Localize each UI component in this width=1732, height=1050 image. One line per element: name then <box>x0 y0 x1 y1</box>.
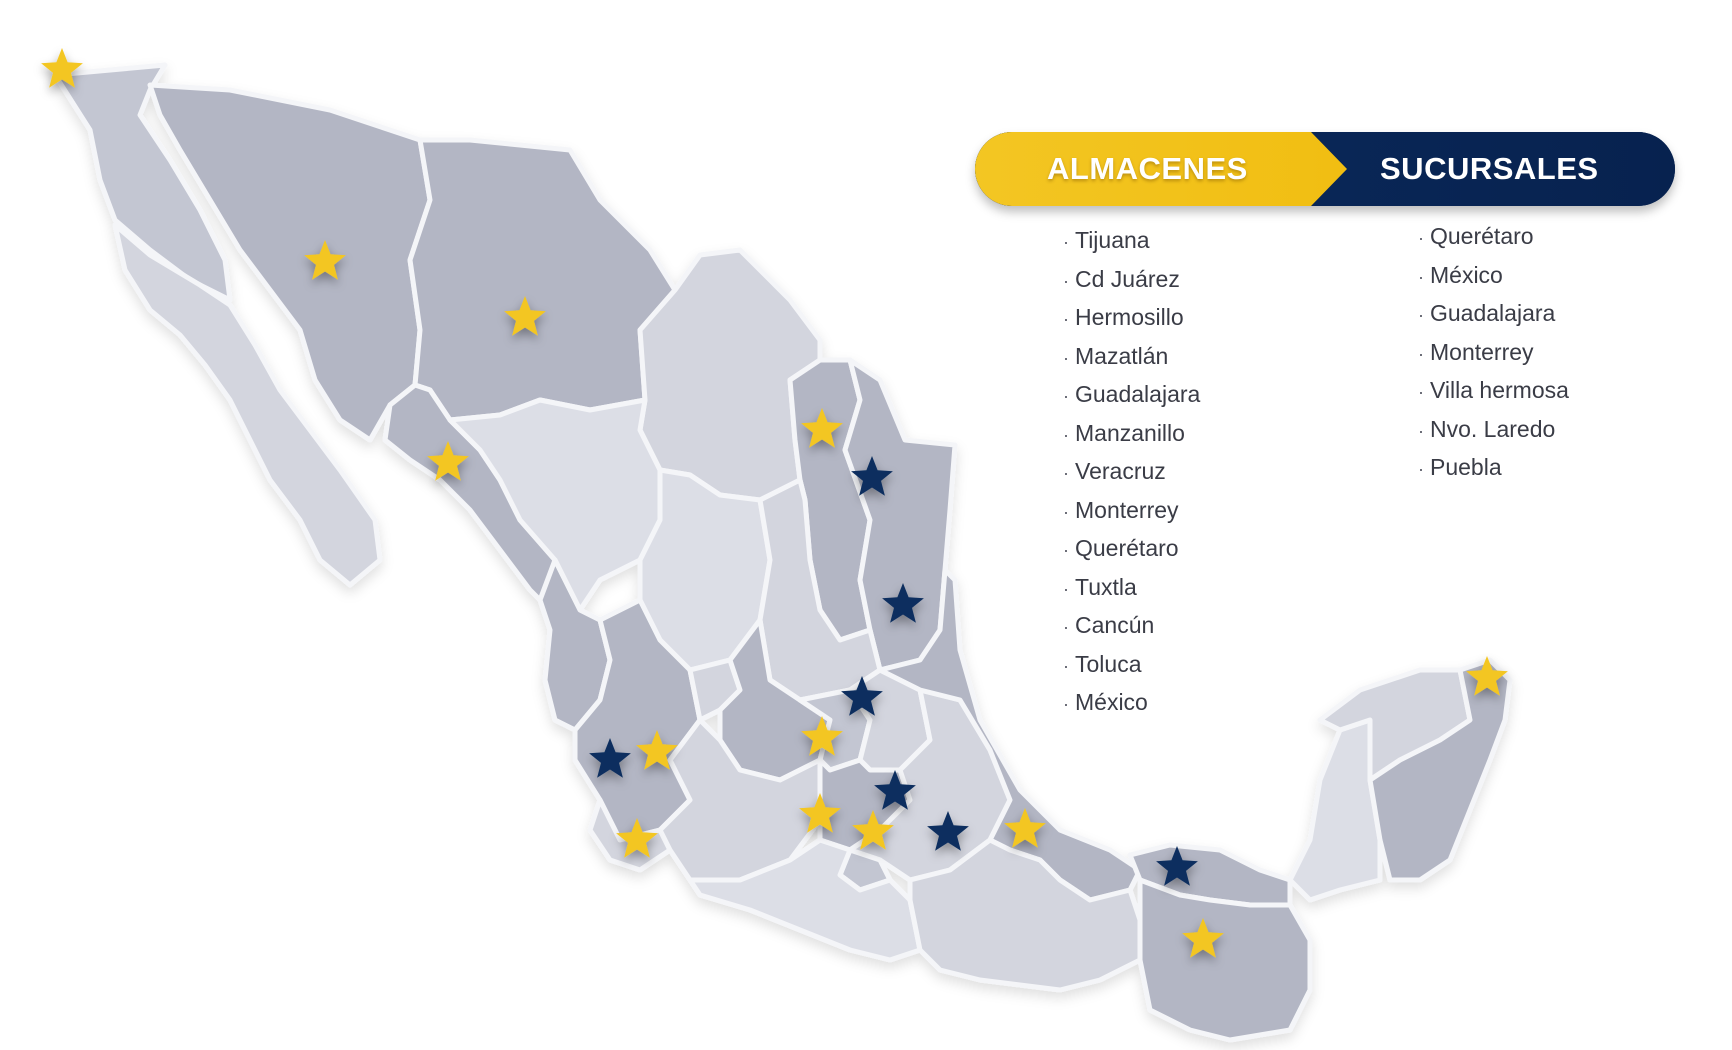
bullet-dot-icon: · <box>1063 463 1069 483</box>
bullet-dot-icon: · <box>1418 228 1424 248</box>
almacenes-list-item: · Tuxtla <box>1063 569 1200 608</box>
sucursales-list-item: · Guadalajara <box>1418 295 1569 334</box>
state-campeche <box>1287 717 1383 903</box>
yellow-star-icon <box>801 716 843 756</box>
yellow-star-icon <box>1466 656 1508 696</box>
sucursales-list-item: · México <box>1418 257 1569 296</box>
almacenes-list-item: · Hermosillo <box>1063 299 1200 338</box>
bullet-dot-icon: · <box>1063 694 1069 714</box>
almacenes-list-item: · México <box>1063 684 1200 723</box>
almacenes-list-item-label: Manzanillo <box>1075 419 1185 446</box>
almacenes-list-item-label: Guadalajara <box>1075 381 1201 407</box>
almacenes-list-item-label: Hermosillo <box>1075 304 1184 330</box>
sucursales-list: · Querétaro · México · Guadalajara · Monterrey ·… <box>1418 218 1569 488</box>
navy-star-icon <box>882 583 924 623</box>
yellow-star-icon <box>799 793 841 833</box>
state-quintana-roo <box>1367 657 1513 883</box>
yellow-star-icon <box>636 730 678 770</box>
sucursales-list-item-label: Nvo. Laredo <box>1430 415 1556 442</box>
state-baja-california <box>52 62 233 303</box>
sucursales-list-item-label: Guadalajara <box>1430 300 1556 326</box>
sucursales-list-item: · Monterrey <box>1418 334 1569 373</box>
bullet-dot-icon: · <box>1063 540 1069 560</box>
bullet-dot-icon: · <box>1418 266 1424 287</box>
almacenes-list-item: · Toluca <box>1063 646 1200 685</box>
bullet-dot-icon: · <box>1418 343 1424 364</box>
state-regions <box>52 62 1513 1043</box>
navy-star-icon <box>874 770 916 810</box>
bullet-dot-icon: · <box>1418 420 1424 441</box>
almacenes-list: · Tijuana · Cd Juárez · Hermosillo · Mazatlán · G… <box>1063 222 1200 723</box>
sucursales-list-item: · Villa hermosa <box>1418 372 1569 411</box>
almacenes-list-item: · Guadalajara <box>1063 376 1200 415</box>
yellow-star-icon <box>504 296 546 336</box>
almacenes-list-item-label: Toluca <box>1075 650 1142 677</box>
almacenes-banner-segment <box>975 132 1347 206</box>
yellow-star-icon <box>304 240 346 280</box>
almacenes-list-item: · Manzanillo <box>1063 415 1200 454</box>
bullet-dot-icon: · <box>1063 655 1069 676</box>
bullet-dot-icon: · <box>1063 501 1069 522</box>
bullet-dot-icon: · <box>1063 386 1069 406</box>
yellow-star-icon <box>427 441 469 481</box>
sucursales-list-item-label: Querétaro <box>1430 223 1534 249</box>
state-chihuahua <box>407 137 678 423</box>
almacenes-list-item: · Tijuana <box>1063 222 1200 261</box>
almacenes-list-item: · Querétaro <box>1063 530 1200 569</box>
legend-banner: ALMACENES SUCURSALES <box>975 132 1675 206</box>
almacenes-list-item-label: Cd Juárez <box>1075 265 1180 292</box>
navy-star-icon <box>841 676 883 716</box>
almacenes-list-item: · Monterrey <box>1063 492 1200 531</box>
sucursales-list-item-label: Puebla <box>1430 454 1502 480</box>
almacenes-list-item: · Mazatlán <box>1063 338 1200 377</box>
navy-star-icon <box>1156 846 1198 886</box>
bullet-dot-icon: · <box>1063 309 1069 329</box>
bullet-dot-icon: · <box>1063 578 1069 599</box>
yellow-star-icon <box>41 48 83 88</box>
bullet-dot-icon: · <box>1063 424 1069 445</box>
bullet-dot-icon: · <box>1063 270 1069 291</box>
almacenes-list-item-label: Tijuana <box>1075 227 1150 253</box>
almacenes-list-item: · Cd Juárez <box>1063 261 1200 300</box>
almacenes-list-item-label: Monterrey <box>1075 496 1179 523</box>
bullet-dot-icon: · <box>1063 347 1069 368</box>
sucursales-list-item-label: México <box>1430 261 1503 288</box>
state-guerrero <box>687 837 923 963</box>
navy-star-icon <box>589 738 631 778</box>
bullet-dot-icon: · <box>1418 382 1424 402</box>
sucursales-list-item-label: Monterrey <box>1430 338 1534 365</box>
almacenes-list-item-label: Mazatlán <box>1075 342 1169 369</box>
yellow-star-icon <box>852 810 894 850</box>
sucursales-list-item: · Nvo. Laredo <box>1418 411 1569 450</box>
yellow-star-icon <box>616 818 658 858</box>
almacenes-list-item-label: Cancún <box>1075 612 1155 638</box>
state-baja-california-sur <box>112 222 383 588</box>
yellow-star-icon <box>1004 808 1046 848</box>
sucursales-list-item: · Querétaro <box>1418 218 1569 257</box>
state-veracruz <box>877 567 1143 903</box>
almacenes-list-item-label: Veracruz <box>1075 458 1166 484</box>
almacenes-list-item-label: Tuxtla <box>1075 573 1137 600</box>
almacenes-list-item: · Cancún <box>1063 607 1200 646</box>
state-chiapas <box>1137 877 1313 1043</box>
bullet-dot-icon: · <box>1063 232 1069 252</box>
almacenes-list-item: · Veracruz <box>1063 453 1200 492</box>
almacenes-list-item-label: Querétaro <box>1075 535 1179 561</box>
bullet-dot-icon: · <box>1418 459 1424 479</box>
sucursales-list-item: · Puebla <box>1418 449 1569 488</box>
yellow-star-icon <box>801 408 843 448</box>
sucursales-title: SUCURSALES <box>1380 151 1599 186</box>
almacenes-title: ALMACENES <box>1047 151 1248 186</box>
sucursales-list-item-label: Villa hermosa <box>1430 377 1569 403</box>
almacenes-list-item-label: México <box>1075 689 1148 715</box>
bullet-dot-icon: · <box>1418 305 1424 325</box>
bullet-dot-icon: · <box>1063 617 1069 637</box>
yellow-star-icon <box>1182 918 1224 958</box>
navy-star-icon <box>927 811 969 851</box>
navy-star-icon <box>851 456 893 496</box>
map-markers <box>41 48 1508 958</box>
